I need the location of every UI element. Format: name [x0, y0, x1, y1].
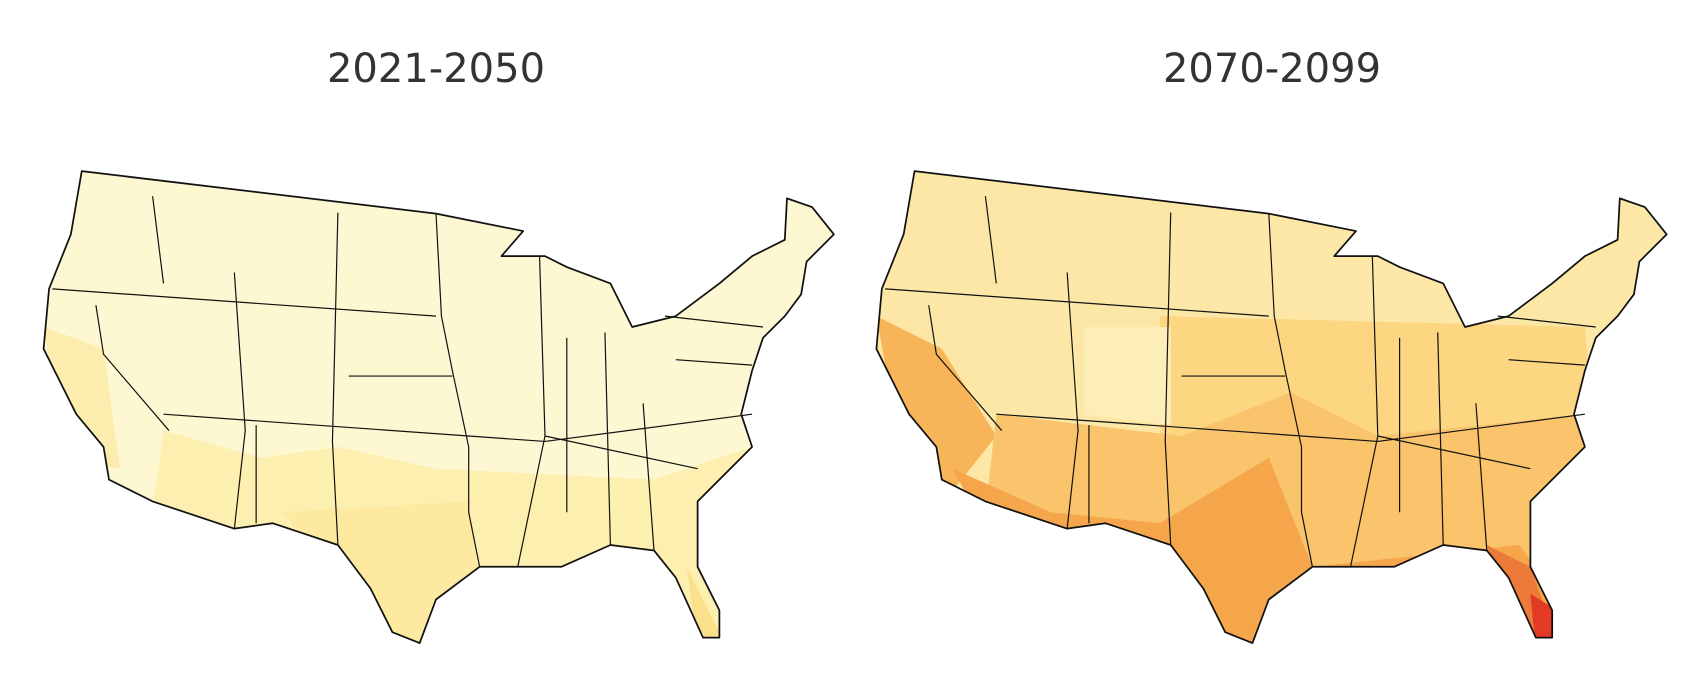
- map-title: 2070-2099: [1163, 46, 1381, 92]
- map-title: 2021-2050: [327, 46, 545, 92]
- map-late-century: [875, 170, 1668, 644]
- map-near-term: [42, 170, 835, 644]
